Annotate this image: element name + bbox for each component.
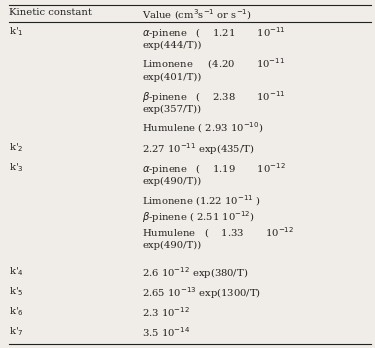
Text: Limonene (1.22 10$^{-11}$ ): Limonene (1.22 10$^{-11}$ ) bbox=[142, 193, 261, 208]
Text: k'$_2$: k'$_2$ bbox=[9, 141, 24, 154]
Text: 2.65 10$^{-13}$ exp(1300/T): 2.65 10$^{-13}$ exp(1300/T) bbox=[142, 285, 261, 301]
Text: k'$_7$: k'$_7$ bbox=[9, 325, 24, 338]
Text: k'$_3$: k'$_3$ bbox=[9, 161, 24, 174]
Text: Limonene     (4.20       10$^{-11}$: Limonene (4.20 10$^{-11}$ bbox=[142, 57, 286, 71]
Text: Humulene   (    1.33       10$^{-12}$: Humulene ( 1.33 10$^{-12}$ bbox=[142, 225, 295, 240]
Text: 3.5 10$^{-14}$: 3.5 10$^{-14}$ bbox=[142, 325, 191, 339]
Text: 2.6 10$^{-12}$ exp(380/T): 2.6 10$^{-12}$ exp(380/T) bbox=[142, 265, 249, 280]
Text: k'$_6$: k'$_6$ bbox=[9, 305, 24, 318]
Text: k'$_1$: k'$_1$ bbox=[9, 25, 24, 38]
Text: $\beta$-pinene   (    2.38       10$^{-11}$: $\beta$-pinene ( 2.38 10$^{-11}$ bbox=[142, 89, 286, 104]
Text: $\alpha$-pinene   (    1.21       10$^{-11}$: $\alpha$-pinene ( 1.21 10$^{-11}$ bbox=[142, 25, 286, 40]
Text: k'$_4$: k'$_4$ bbox=[9, 265, 24, 278]
Text: exp(490/T)): exp(490/T)) bbox=[142, 177, 202, 186]
Text: exp(444/T)): exp(444/T)) bbox=[142, 41, 202, 50]
Text: 2.27 10$^{-11}$ exp(435/T): 2.27 10$^{-11}$ exp(435/T) bbox=[142, 141, 255, 157]
Text: Value (cm$^3$s$^{-1}$ or s$^{-1}$): Value (cm$^3$s$^{-1}$ or s$^{-1}$) bbox=[142, 8, 252, 22]
Text: exp(357/T)): exp(357/T)) bbox=[142, 105, 202, 114]
Text: exp(401/T)): exp(401/T)) bbox=[142, 73, 202, 82]
Text: 2.3 10$^{-12}$: 2.3 10$^{-12}$ bbox=[142, 305, 190, 319]
Text: $\beta$-pinene ( 2.51 10$^{-12}$): $\beta$-pinene ( 2.51 10$^{-12}$) bbox=[142, 209, 255, 225]
Text: k'$_5$: k'$_5$ bbox=[9, 285, 24, 298]
Text: exp(490/T)): exp(490/T)) bbox=[142, 241, 202, 250]
Text: Kinetic constant: Kinetic constant bbox=[9, 8, 92, 17]
Text: $\alpha$-pinene   (    1.19       10$^{-12}$: $\alpha$-pinene ( 1.19 10$^{-12}$ bbox=[142, 161, 286, 177]
Text: Humulene ( 2.93 10$^{-10}$): Humulene ( 2.93 10$^{-10}$) bbox=[142, 121, 264, 135]
